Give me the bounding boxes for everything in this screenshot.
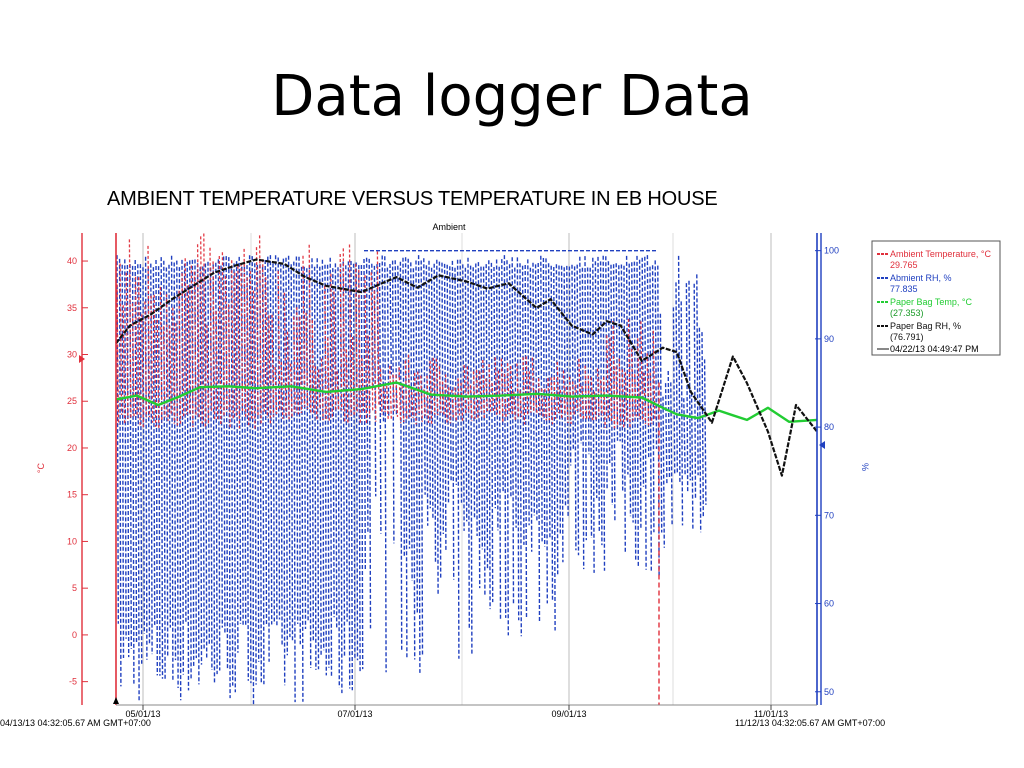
cursor-marker-bottom xyxy=(113,697,119,704)
legend-value-1: 77.835 xyxy=(890,284,918,294)
ambient-rh-line xyxy=(116,255,707,705)
left-tick-label-9: 40 xyxy=(67,256,77,266)
left-axis-label: °C xyxy=(36,462,46,473)
x-tick-label-1: 07/01/13 xyxy=(337,709,372,719)
chart-axes: -5 0 5 10 15 20 25 30 35 40 °C 50 60 70 80 90 100% 05/01/… xyxy=(0,233,885,728)
paper-bag-temp-line xyxy=(115,381,818,423)
chart-title: Ambient xyxy=(432,222,466,232)
x-end-label: 11/12/13 04:32:05.67 AM GMT+07:00 xyxy=(735,718,885,728)
paper-bag-rh-line xyxy=(115,258,818,477)
left-tick-label-3: 10 xyxy=(67,536,77,546)
legend-name-3: Paper Bag RH, % xyxy=(890,321,961,331)
left-tick-label-6: 25 xyxy=(67,396,77,406)
slide-title: Data logger Data xyxy=(271,64,753,129)
legend-name-0: Ambient Temperature, °C xyxy=(890,249,991,259)
right-tick-label-5: 100 xyxy=(824,246,839,256)
x-start-label: 04/13/13 04:32:05.67 AM GMT+07:00 xyxy=(0,718,151,728)
left-cursor-marker xyxy=(79,355,85,363)
chart-raw-series xyxy=(116,233,707,705)
legend-name-1: Abmient RH, % xyxy=(890,273,952,283)
right-tick-label-0: 50 xyxy=(824,687,834,697)
left-tick-label-2: 5 xyxy=(72,583,77,593)
right-axis-label: % xyxy=(860,463,870,471)
left-tick-label-0: -5 xyxy=(69,677,77,687)
legend-cursor-label: 04/22/13 04:49:47 PM xyxy=(890,344,979,354)
legend-value-0: 29.765 xyxy=(890,260,918,270)
left-tick-label-8: 35 xyxy=(67,303,77,313)
right-tick-label-1: 60 xyxy=(824,599,834,609)
x-tick-label-2: 09/01/13 xyxy=(551,709,586,719)
chart-legend: Ambient Temperature, °C29.765 Abmient RH,… xyxy=(871,240,1001,356)
chart-plot-area xyxy=(115,233,818,705)
legend-value-3: (76.791) xyxy=(890,332,924,342)
legend-value-2: (27.353) xyxy=(890,308,924,318)
left-tick-label-5: 20 xyxy=(67,443,77,453)
x-tick-label-3: 11/01/13 xyxy=(754,709,788,719)
right-cursor-marker xyxy=(819,441,825,449)
legend-box xyxy=(871,240,1001,356)
right-tick-label-2: 70 xyxy=(824,510,834,520)
ambient-temperature-line xyxy=(116,233,656,429)
left-tick-label-4: 15 xyxy=(67,490,77,500)
right-tick-label-4: 90 xyxy=(824,334,834,344)
slide-subtitle: AMBIENT TEMPERATURE VERSUS TEMPERATURE I… xyxy=(107,188,718,210)
chart-smooth-series xyxy=(115,258,818,477)
left-tick-label-7: 30 xyxy=(67,350,77,360)
legend-name-2: Paper Bag Temp, °C xyxy=(890,297,972,307)
chart-canvas: Ambient -5 0 5 10 15 20 25 30 35 40 °C 50 60 70 80 90 10… xyxy=(0,222,1001,728)
left-tick-label-1: 0 xyxy=(72,630,77,640)
x-tick-label-0: 05/01/13 xyxy=(125,709,160,719)
right-tick-label-3: 80 xyxy=(824,422,834,432)
